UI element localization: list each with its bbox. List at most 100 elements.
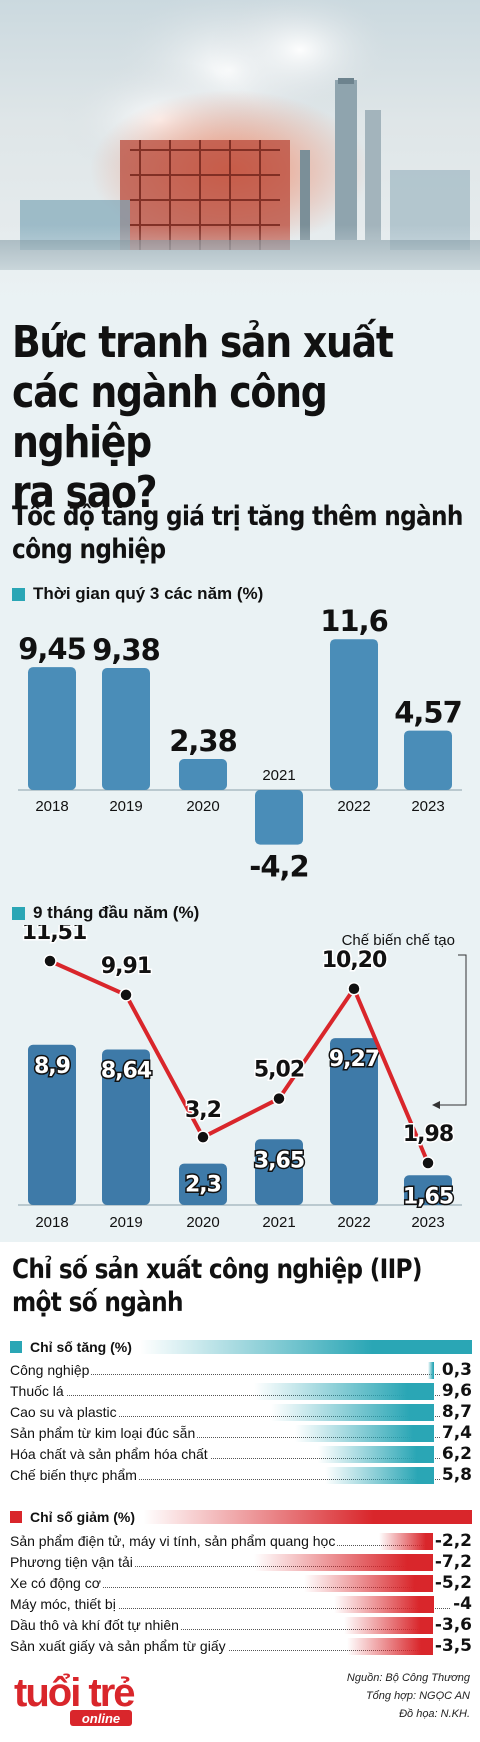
section-title-line: công nghiệp: [12, 534, 166, 565]
chart1-value-label: 4,57: [394, 696, 462, 730]
iip-row: Máy móc, thiết bị -4: [10, 1594, 472, 1615]
chart2-series-annotation: Chế biến chế tạo: [342, 932, 455, 949]
iip-row: Công nghiệp 0,3: [10, 1360, 472, 1381]
iip-row-label: Hóa chất và sản phẩm hóa chất: [10, 1446, 210, 1463]
source-text: Nguồn: Bộ Công Thương: [346, 1672, 470, 1684]
iip-row: Sản xuất giấy và sản phẩm từ giấy -3,5: [10, 1636, 472, 1657]
group-label: Chỉ số giảm (%): [30, 1508, 136, 1525]
iip-row-value: -4: [451, 1594, 472, 1615]
iip-row-label: Chế biến thực phẩm: [10, 1467, 139, 1484]
chart2-bar-value-label: 9,27: [329, 1047, 379, 1072]
section-title-line: một số ngành: [12, 1287, 184, 1318]
tuoi-tre-logo: tuổi trẻ online: [12, 1666, 162, 1726]
iip-bar: [254, 1383, 434, 1400]
chart1-bar: [28, 667, 76, 790]
chart2-category-label: 2023: [411, 1214, 444, 1231]
chart1-legend: Thời gian quý 3 các năm (%): [12, 584, 263, 604]
chart1-category-label: 2022: [337, 798, 370, 815]
main-title-line: các ngành công nghiệp: [12, 367, 328, 468]
iip-row: Sản phẩm từ kim loại đúc sẵn 7,4: [10, 1423, 472, 1444]
chart2-bar: [404, 1175, 452, 1205]
chart2-bar: [102, 1049, 150, 1205]
iip-bar: [346, 1638, 434, 1655]
leader-dots: [10, 1650, 472, 1651]
leader-dots: [10, 1416, 472, 1417]
chart1-quarter3-bars: 9,45 2018 9,38 2019 2,38 2020 -4,2 2021 11,6 2022…: [18, 605, 463, 884]
chart2-line-point: [421, 1156, 435, 1170]
chart1-value-label: 9,38: [92, 633, 160, 667]
chart2-bar: [179, 1163, 227, 1205]
iip-row: Dầu thô và khí đốt tự nhiên -3,6: [10, 1615, 472, 1636]
chart2-category-label: 2020: [186, 1214, 219, 1231]
section-title-growth: Tốc độ tăng giá trị tăng thêm ngành công…: [12, 500, 476, 566]
iip-bar: [304, 1575, 434, 1592]
iip-row-value: -7,2: [432, 1552, 472, 1573]
chart1-value-label: 2,38: [169, 724, 237, 758]
chart2-bar: [28, 1044, 76, 1205]
chart2-line-value-label: 10,20: [322, 948, 387, 973]
main-title-line: ra sao?: [12, 467, 158, 518]
group-square-icon: [10, 1510, 22, 1523]
chart2-line-value-label: 3,2: [185, 1098, 221, 1123]
increase-group-header: Chỉ số tăng (%): [10, 1338, 472, 1355]
main-title: Bức tranh sản xuất các ngành công nghiệp…: [12, 318, 468, 518]
leader-dots: [10, 1395, 472, 1396]
leader-dots: [10, 1608, 472, 1609]
iip-row-value: 7,4: [439, 1423, 472, 1444]
chart2-line-series: [49, 959, 430, 1164]
iip-row-value: 8,7: [439, 1402, 472, 1423]
group-header-stripe: [143, 1509, 472, 1524]
chart1-bar: [255, 790, 303, 845]
annotation-arrow-icon: [432, 1101, 440, 1109]
section-title-line: Chỉ số sản xuất công nghiệp (IIP): [12, 1254, 422, 1285]
iip-row-label: Sản phẩm từ kim loại đúc sẵn: [10, 1425, 198, 1442]
group-label: Chỉ số tăng (%): [30, 1338, 132, 1355]
iip-row-label: Phương tiện vận tải: [10, 1554, 135, 1571]
iip-row-label: Sản phẩm điện tử, máy vi tính, sản phẩm …: [10, 1533, 338, 1550]
chart2-line-point: [347, 982, 361, 996]
iip-row-label: Công nghiệp: [10, 1362, 92, 1379]
iip-bar: [379, 1533, 434, 1550]
iip-row-label: Xe có động cơ: [10, 1575, 103, 1592]
chart2-line-value-label: 11,51: [22, 925, 87, 945]
chart1-title: Thời gian quý 3 các năm (%): [33, 584, 264, 603]
iip-bar: [295, 1425, 434, 1442]
iip-row-value: -5,2: [432, 1573, 472, 1594]
chart1-bar: [404, 730, 452, 790]
chart2-category-label: 2018: [35, 1214, 68, 1231]
iip-row-value: 9,6: [439, 1381, 472, 1402]
chart2-line-point: [119, 988, 133, 1002]
chart2-bar-value-label: 1,65: [403, 1184, 453, 1209]
chart1-category-label: 2019: [109, 798, 142, 815]
chart1-value-label: 9,45: [18, 632, 86, 666]
chart2-nine-months-combo: 8,9 2018 8,64 2019 2,3 2020 3,65 2021 9,27 2022 1,…: [18, 925, 467, 1231]
iip-bar: [270, 1404, 434, 1421]
teal-square-icon: [12, 587, 25, 601]
chart1-category-label: 2018: [35, 798, 68, 815]
iip-section: [0, 1242, 480, 1742]
chart2-legend: 9 tháng đầu năm (%): [12, 903, 199, 923]
iip-row: Chế biến thực phẩm 5,8: [10, 1465, 472, 1486]
chart1-value-label: -4,2: [249, 850, 308, 884]
iip-row: Xe có động cơ -5,2: [10, 1573, 472, 1594]
annotation-connector: [440, 954, 467, 1106]
iip-row-value: 0,3: [439, 1360, 472, 1381]
leader-dots: [10, 1458, 472, 1459]
leader-dots: [10, 1374, 472, 1375]
iip-bar: [428, 1362, 434, 1379]
iip-row-label: Dầu thô và khí đốt tự nhiên: [10, 1617, 181, 1634]
iip-row: Hóa chất và sản phẩm hóa chất 6,2: [10, 1444, 472, 1465]
iip-row-label: Thuốc lá: [10, 1383, 66, 1400]
iip-bar: [254, 1554, 434, 1571]
leader-dots: [10, 1587, 472, 1588]
leader-dots: [10, 1566, 472, 1567]
chart2-line-value-label: 9,91: [101, 954, 151, 979]
chart1-category-label: 2020: [186, 798, 219, 815]
compiled-by-text: Tổng hợp: NGỌC AN: [365, 1690, 470, 1702]
iip-bar: [334, 1596, 434, 1613]
teal-square-icon: [12, 906, 25, 920]
chart2-line-value-label: 5,02: [254, 1058, 304, 1083]
iip-row: Sản phẩm điện tử, máy vi tính, sản phẩm …: [10, 1531, 472, 1552]
group-header-stripe: [139, 1339, 472, 1354]
chart2-line-point: [43, 954, 57, 968]
